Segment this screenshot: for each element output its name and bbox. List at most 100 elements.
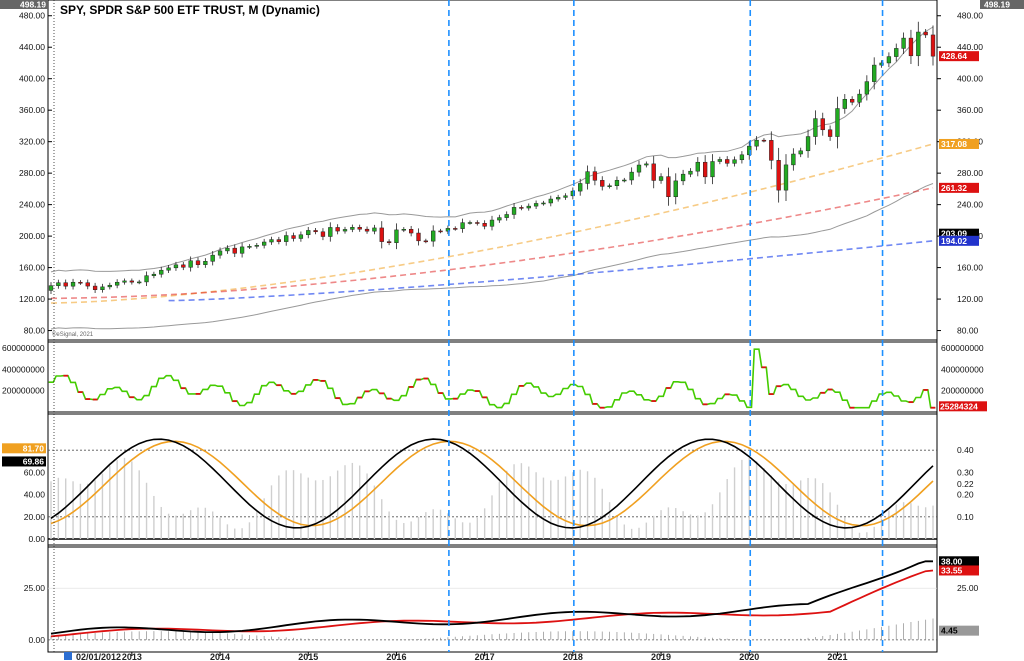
x-year-label: 2019	[651, 652, 671, 661]
osc-y-tick-right: 0.20	[957, 490, 974, 500]
candle-body	[791, 153, 796, 166]
candle-body	[703, 161, 708, 178]
candle-body	[122, 280, 127, 283]
candle-body	[364, 228, 370, 232]
axes-layer: 480.00 480.00 440.00 440.00 400.00 400.00 360.…	[2, 11, 987, 661]
candle-body	[115, 281, 120, 286]
candle-body	[100, 286, 105, 290]
candle-body	[894, 48, 899, 57]
candle-body	[570, 190, 576, 197]
candle-body	[607, 185, 612, 187]
candle-body	[306, 230, 311, 236]
x-year-label: 2017	[475, 652, 495, 661]
price-y-tick-left: 440.00	[19, 42, 45, 52]
price-y-tick-left: 400.00	[19, 74, 45, 84]
candle-body	[504, 214, 509, 218]
candle-body	[717, 159, 723, 162]
candle-body	[475, 222, 480, 224]
candle-body	[769, 140, 774, 161]
candle-body	[776, 160, 781, 191]
candle-body	[519, 207, 524, 209]
trend-value-tag-bg	[939, 625, 979, 636]
candle-body	[298, 234, 304, 239]
candle-body	[137, 281, 142, 284]
candle-body	[879, 62, 884, 66]
candle-body	[453, 228, 458, 230]
candle-body	[320, 231, 326, 237]
candle-body	[195, 260, 201, 265]
osc-y-tick-right: 0.40	[957, 445, 974, 455]
candle-body	[644, 163, 649, 166]
candle-body	[489, 219, 495, 227]
price-y-tick-left: 360.00	[19, 105, 45, 115]
osc-y-tick-left: 20.00	[24, 512, 46, 522]
candle-body	[533, 203, 539, 207]
candle-body	[511, 207, 517, 215]
candle-body	[210, 254, 215, 262]
date-picker-icon[interactable]	[64, 652, 72, 660]
candle-body	[886, 56, 892, 64]
candle-body	[467, 222, 473, 224]
candle-body	[254, 245, 259, 247]
candle-body	[827, 129, 833, 137]
panel-vol	[47, 341, 938, 413]
candle-body	[328, 227, 333, 237]
price-value-tag: 203.09	[941, 229, 967, 239]
trend-value-tag-bg	[939, 565, 979, 576]
candle-body	[578, 183, 583, 192]
watermark: ©eSignal, 2021	[52, 331, 94, 338]
candle-body	[747, 145, 752, 156]
volume-y-tick-right: 600000000	[941, 343, 984, 353]
price-y-tick-left: 320.00	[19, 137, 45, 147]
candle-body	[438, 230, 443, 233]
candle-body	[673, 180, 678, 198]
candle-body	[541, 202, 546, 205]
candle-body	[761, 139, 767, 142]
panel-backgrounds	[47, 0, 938, 653]
candle-body	[482, 223, 487, 227]
price-y-tick-right: 240.00	[957, 200, 983, 210]
price-value-tag: 194.02	[941, 236, 967, 246]
candle-body	[173, 264, 179, 269]
candle-body	[431, 230, 436, 242]
price-y-tick-right: 80.00	[957, 326, 979, 336]
candle-body	[872, 64, 877, 82]
candle-body	[901, 37, 906, 49]
top-left-value: 498.19	[20, 0, 46, 10]
volume-value-tag-bg	[939, 401, 987, 412]
candle-body	[262, 241, 267, 246]
candle-body	[342, 229, 348, 232]
candle-body	[850, 98, 855, 103]
x-year-label: 2021	[827, 652, 847, 661]
volume-y-tick-right: 400000000	[941, 364, 984, 374]
volume-y-tick-left: 400000000	[2, 364, 45, 374]
osc-left-tag-bg	[2, 443, 46, 454]
volume-y-tick-left: 600000000	[2, 343, 45, 353]
vertical-markers	[53, 0, 884, 652]
x-year-label: 2020	[739, 652, 759, 661]
candle-body	[725, 159, 730, 164]
candle-body	[842, 98, 847, 109]
candle-body	[658, 176, 664, 181]
candle-body	[857, 93, 862, 103]
trend-y-tick-left: 0.00	[28, 635, 45, 645]
candle-body	[203, 261, 208, 265]
candle-body	[85, 282, 90, 287]
candle-body	[864, 81, 870, 95]
candle-body	[225, 247, 230, 252]
candle-body	[614, 180, 620, 186]
series-layer	[48, 26, 936, 640]
candle-body	[585, 171, 590, 184]
candle-body	[70, 281, 76, 287]
orange-dashed-average	[50, 143, 934, 304]
candle-body	[732, 159, 737, 164]
candle-body	[92, 285, 98, 290]
price-value-tag: 317.08	[941, 139, 967, 149]
price-value-tag-bg	[939, 228, 979, 239]
candle-body	[416, 232, 421, 242]
candle-body	[820, 118, 825, 131]
candle-body	[460, 222, 465, 229]
volume-value-tag: 25284324	[940, 401, 978, 411]
candle-body	[636, 164, 642, 173]
